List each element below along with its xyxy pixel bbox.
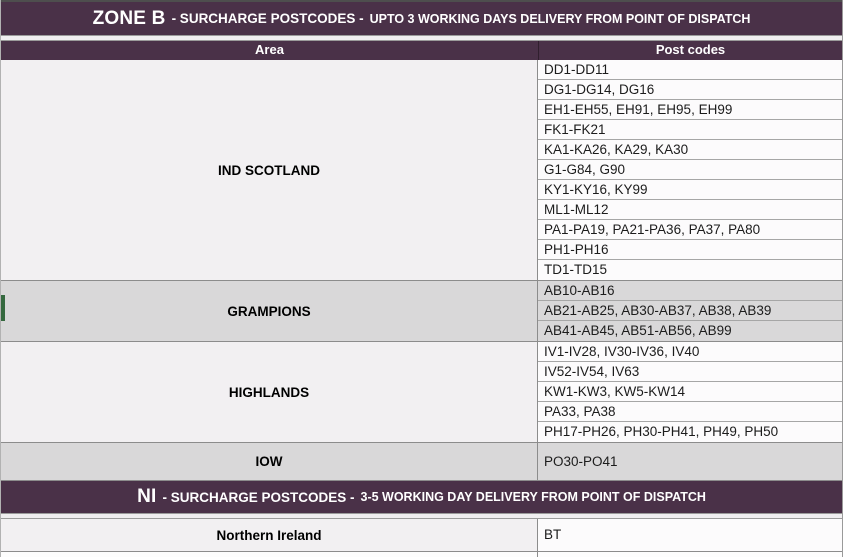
green-edge-marker [1, 295, 5, 321]
area-cell: IND SCOTLAND [1, 60, 537, 280]
column-header-row: Area Post codes [1, 41, 842, 60]
section-iow: IOW PO30-PO41 [1, 443, 842, 481]
postcode-cell: KY1-KY16, KY99 [538, 180, 842, 200]
ni-subtitle: - SURCHARGE POSTCODES - [162, 489, 355, 505]
area-cell: HIGHLANDS [1, 342, 537, 442]
section-northern-ireland: Northern Ireland BT [1, 519, 842, 552]
postcode-rows: BT [537, 519, 842, 551]
postcode-rows: IV1-IV28, IV30-IV36, IV40 IV52-IV54, IV63… [537, 342, 842, 442]
partial-area-cell [1, 552, 537, 557]
zone-b-table-body: IND SCOTLAND DD1-DD11 DG1-DG14, DG16 EH1-EH… [1, 60, 842, 481]
postcode-cell: PO30-PO41 [538, 443, 842, 480]
ni-title: NI [137, 486, 157, 507]
postcode-cell: IV52-IV54, IV63 [538, 362, 842, 382]
postcode-cell: ML1-ML12 [538, 200, 842, 220]
section-highlands: HIGHLANDS IV1-IV28, IV30-IV36, IV40 IV52-I… [1, 342, 842, 443]
postcode-cell: DG1-DG14, DG16 [538, 80, 842, 100]
postcode-cell: AB41-AB45, AB51-AB56, AB99 [538, 321, 842, 341]
zone-b-detail: UPTO 3 WORKING DAYS DELIVERY FROM POINT … [369, 11, 751, 26]
separator-strip [1, 35, 842, 41]
postcode-cell: EH1-EH55, EH91, EH95, EH99 [538, 100, 842, 120]
zone-b-subtitle: - SURCHARGE POSTCODES - [171, 11, 364, 26]
area-cell: IOW [1, 443, 537, 480]
column-header-area: Area [255, 42, 284, 57]
section-ind-scotland: IND SCOTLAND DD1-DD11 DG1-DG14, DG16 EH1-EH… [1, 60, 842, 281]
area-cell: GRAMPIONS [1, 281, 537, 341]
postcode-cell: FK1-FK21 [538, 120, 842, 140]
column-header-postcodes: Post codes [538, 41, 842, 60]
postcode-cell: PH1-PH16 [538, 240, 842, 260]
zone-b-header-band: ZONE B - SURCHARGE POSTCODES - UPTO 3 WO… [1, 0, 842, 35]
postcode-cell: PA1-PA19, PA21-PA36, PA37, PA80 [538, 220, 842, 240]
postcode-cell: AB10-AB16 [538, 281, 842, 301]
zone-b-title: ZONE B [92, 7, 166, 29]
postcode-rows: PO30-PO41 [537, 443, 842, 480]
postcode-rows: AB10-AB16 AB21-AB25, AB30-AB37, AB38, AB3… [537, 281, 842, 341]
area-cell: Northern Ireland [1, 519, 537, 551]
postcode-cell: BT [538, 519, 842, 551]
ni-detail: 3-5 WORKING DAY DELIVERY FROM POINT OF D… [360, 490, 706, 504]
ni-header-band: NI - SURCHARGE POSTCODES - 3-5 WORKING D… [1, 481, 842, 513]
postcode-rows: DD1-DD11 DG1-DG14, DG16 EH1-EH55, EH91, EH… [537, 60, 842, 280]
partial-postcode-cell [537, 552, 842, 557]
postcode-cell: IV1-IV28, IV30-IV36, IV40 [538, 342, 842, 362]
separator-strip [1, 513, 842, 519]
postcode-cell: PH17-PH26, PH30-PH41, PH49, PH50 [538, 422, 842, 442]
section-grampions: GRAMPIONS AB10-AB16 AB21-AB25, AB30-AB37, … [1, 281, 842, 342]
postcode-cell: KW1-KW3, KW5-KW14 [538, 382, 842, 402]
postcode-cell: G1-G84, G90 [538, 160, 842, 180]
postcode-cell: KA1-KA26, KA29, KA30 [538, 140, 842, 160]
partial-bottom-row [1, 552, 842, 557]
ni-table-body: Northern Ireland BT [1, 519, 842, 552]
postcode-cell: DD1-DD11 [538, 60, 842, 80]
postcode-cell: AB21-AB25, AB30-AB37, AB38, AB39 [538, 301, 842, 321]
postcode-cell: PA33, PA38 [538, 402, 842, 422]
postcode-cell: TD1-TD15 [538, 260, 842, 280]
